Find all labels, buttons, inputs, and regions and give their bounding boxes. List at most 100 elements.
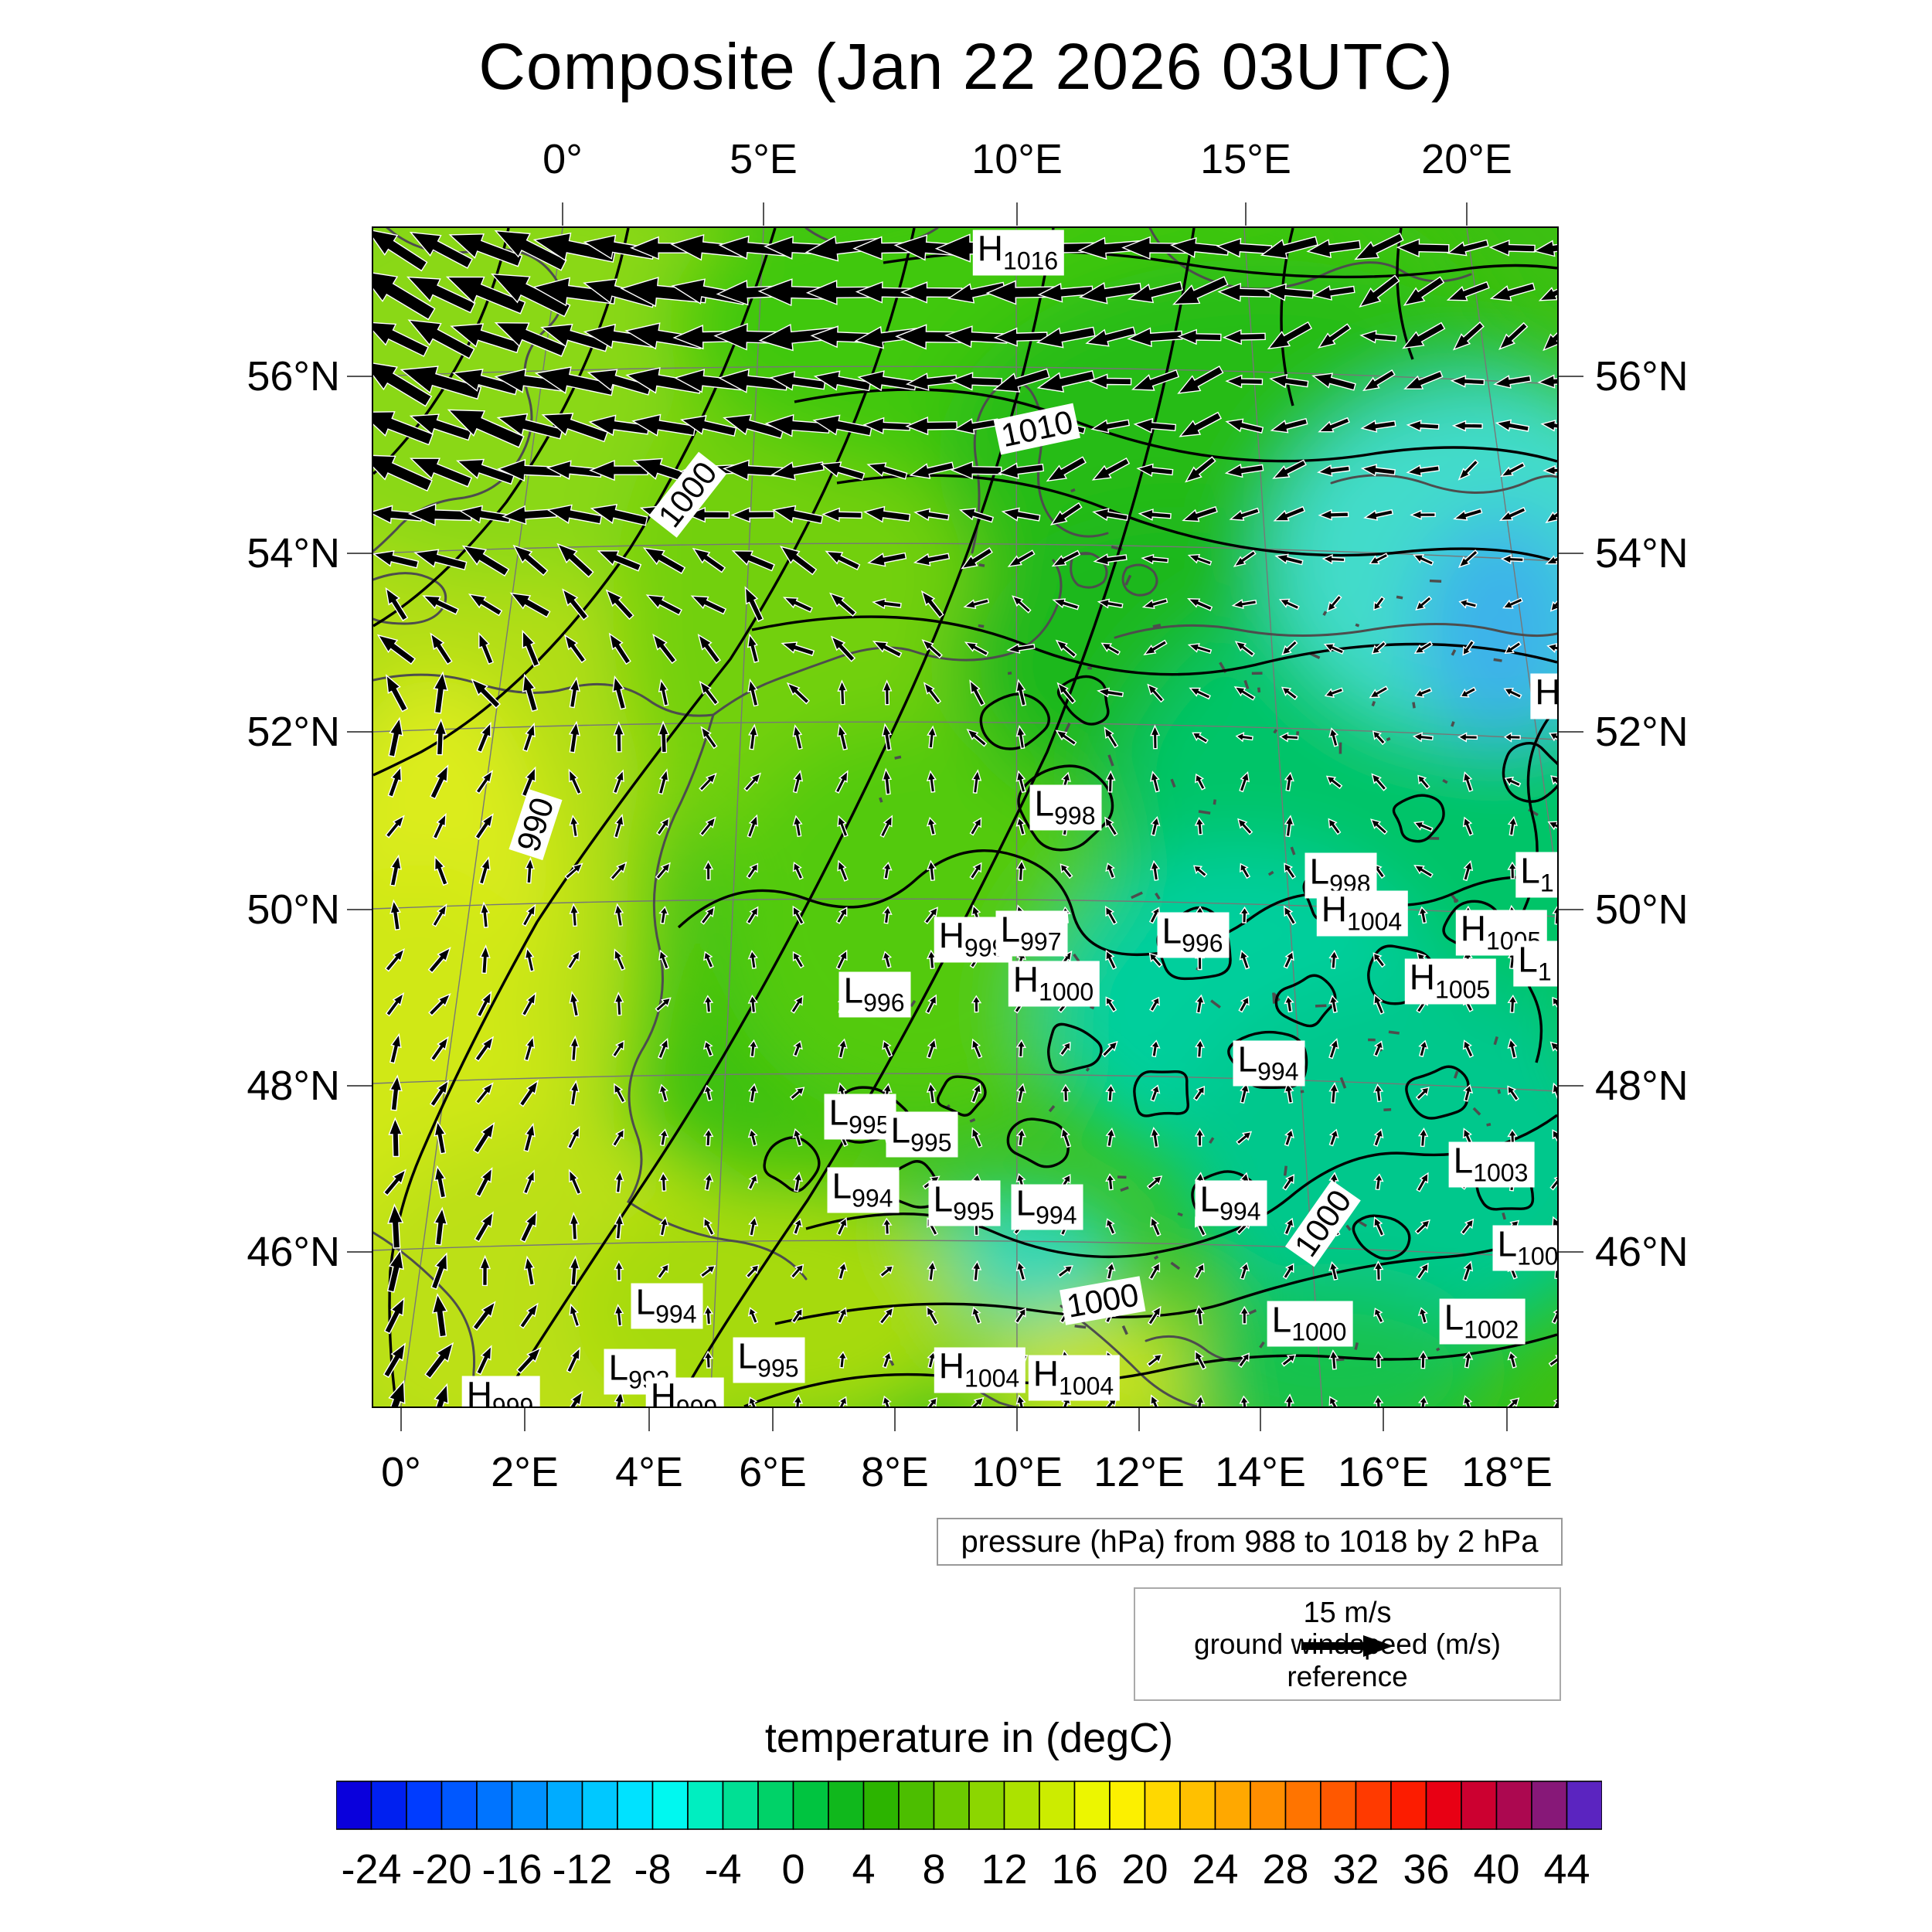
pressure-center-letter: H bbox=[1535, 672, 1557, 713]
pressure-center-letter: L bbox=[890, 1110, 911, 1151]
bottom-axis-tick bbox=[1138, 1408, 1140, 1431]
left-axis-tick bbox=[347, 1085, 372, 1087]
pressure-center-value: 995 bbox=[849, 1111, 890, 1139]
colorbar-cell bbox=[933, 1781, 970, 1830]
colorbar-tick-label: 20 bbox=[1121, 1846, 1168, 1893]
left-axis-tick bbox=[347, 909, 372, 910]
pressure-center-label-h1005: H1005 bbox=[1404, 957, 1497, 1005]
top-axis-tick bbox=[1016, 202, 1018, 226]
pressure-center-label-l1003: L1003 bbox=[1448, 1140, 1535, 1188]
pressure-center-letter: L bbox=[843, 970, 864, 1011]
pressure-center-value: 1005 bbox=[1435, 975, 1491, 1004]
pressure-center-value: 999 bbox=[492, 1393, 533, 1407]
pressure-center-value: 1004 bbox=[1347, 907, 1403, 936]
pressure-center-label-l100: L100 bbox=[1492, 1223, 1557, 1271]
bottom-axis-label: 14°E bbox=[1215, 1449, 1306, 1495]
right-axis-label: 52°N bbox=[1595, 709, 1689, 755]
right-axis-tick bbox=[1559, 909, 1583, 910]
colorbar-tick-label: -4 bbox=[704, 1846, 742, 1893]
wind-reference-caption: ground windspeed (m/s) reference bbox=[1194, 1628, 1501, 1692]
colorbar-cell bbox=[1461, 1781, 1498, 1830]
pressure-center-label-l996: L996 bbox=[838, 970, 911, 1018]
pressure-center-letter: L bbox=[1497, 1223, 1518, 1264]
colorbar-tick-label: 44 bbox=[1543, 1846, 1590, 1893]
pressure-center-label-l995: L995 bbox=[886, 1110, 958, 1158]
pressure-center-value: 994 bbox=[1036, 1201, 1077, 1230]
left-axis-label: 46°N bbox=[247, 1229, 340, 1275]
top-axis-tick bbox=[562, 202, 563, 226]
pressure-center-value: 994 bbox=[1219, 1197, 1261, 1226]
pressure-center-letter: H bbox=[1012, 959, 1039, 1000]
left-axis-tick bbox=[347, 731, 372, 733]
bottom-axis-tick bbox=[1016, 1408, 1018, 1431]
bottom-axis-tick bbox=[648, 1408, 650, 1431]
pressure-center-value: 1004 bbox=[964, 1364, 1020, 1393]
colorbar-cell bbox=[1425, 1781, 1462, 1830]
right-axis-label: 48°N bbox=[1595, 1063, 1689, 1109]
left-axis-label: 52°N bbox=[247, 709, 340, 755]
pressure-center-letter: L bbox=[1453, 1140, 1474, 1181]
pressure-center-label-l994: L994 bbox=[1011, 1184, 1083, 1230]
colorbar-tick-label: -8 bbox=[634, 1846, 672, 1893]
top-axis-label: 10°E bbox=[971, 136, 1063, 182]
pressure-center-label-h: H bbox=[1530, 672, 1557, 719]
pressure-center-letter: H bbox=[977, 228, 1004, 269]
pressure-center-label-l994: L994 bbox=[827, 1165, 900, 1213]
colorbar-cell bbox=[1566, 1781, 1602, 1830]
colorbar-tick-label: 12 bbox=[981, 1846, 1028, 1893]
pressure-center-letter: L bbox=[1000, 909, 1021, 950]
bottom-axis-label: 0° bbox=[381, 1449, 421, 1495]
pressure-center-letter: L bbox=[1518, 939, 1538, 980]
right-axis-tick bbox=[1559, 376, 1583, 377]
pressure-center-letter: L bbox=[832, 1165, 852, 1206]
pressure-center-label-l994: L994 bbox=[631, 1283, 703, 1329]
pressure-center-letter: L bbox=[1034, 783, 1055, 824]
colorbar-cell bbox=[968, 1781, 1005, 1830]
colorbar-cell bbox=[511, 1781, 548, 1830]
pressure-center-letter: L bbox=[828, 1092, 849, 1133]
colorbar-cell bbox=[617, 1781, 654, 1830]
colorbar-cell bbox=[1250, 1781, 1287, 1830]
pressure-center-label-l995: L995 bbox=[824, 1092, 896, 1140]
pressure-center-letter: H bbox=[650, 1376, 676, 1407]
colorbar-cell bbox=[1073, 1781, 1111, 1830]
colorbar-cell bbox=[546, 1781, 583, 1830]
bottom-axis-label: 6°E bbox=[739, 1449, 807, 1495]
pressure-center-value: 994 bbox=[655, 1300, 697, 1328]
top-axis-tick bbox=[1245, 202, 1247, 226]
pressure-center-value: 100 bbox=[1517, 1242, 1557, 1270]
pressure-center-letter: H bbox=[1460, 908, 1487, 949]
bottom-axis-label: 4°E bbox=[615, 1449, 683, 1495]
left-axis-label: 48°N bbox=[247, 1063, 340, 1109]
colorbar-cell bbox=[687, 1781, 724, 1830]
bottom-axis-tick bbox=[894, 1408, 896, 1431]
top-axis-label: 0° bbox=[543, 136, 583, 182]
bottom-axis-tick bbox=[1260, 1408, 1261, 1431]
left-axis-tick bbox=[347, 553, 372, 554]
pressure-center-letter: H bbox=[1409, 957, 1436, 998]
wind-reference-arrow-icon bbox=[1301, 1635, 1393, 1657]
pressure-center-label-l997: L997 bbox=[995, 909, 1068, 957]
colorbar-cell bbox=[1390, 1781, 1427, 1830]
wind-reference-box: 15 m/s ground windspeed (m/s) reference bbox=[1134, 1587, 1561, 1701]
coastlines bbox=[373, 228, 1557, 1406]
pressure-center-letter: L bbox=[1520, 850, 1540, 891]
colorbar-tick-label: 4 bbox=[852, 1846, 876, 1893]
right-axis-label: 54°N bbox=[1595, 530, 1689, 577]
left-axis-label: 56°N bbox=[247, 353, 340, 400]
pressure-center-label-l995: L995 bbox=[928, 1180, 1001, 1226]
colorbar-tick-label: -12 bbox=[552, 1846, 613, 1893]
colorbar-cell bbox=[440, 1781, 478, 1830]
pressure-center-label-h1004: H1004 bbox=[1316, 889, 1409, 937]
colorbar-cell bbox=[898, 1781, 935, 1830]
wind-reference-speed: 15 m/s bbox=[1303, 1597, 1392, 1629]
pressure-center-value: 994 bbox=[1257, 1057, 1299, 1086]
pressure-center-letter: H bbox=[1321, 889, 1348, 930]
pressure-center-label-h1004: H1004 bbox=[1028, 1355, 1121, 1401]
pressure-center-value: 1004 bbox=[1059, 1372, 1114, 1400]
top-axis-tick bbox=[763, 202, 764, 226]
top-axis-label: 15°E bbox=[1200, 136, 1291, 182]
colorbar-cell bbox=[370, 1781, 407, 1830]
right-axis-label: 56°N bbox=[1595, 353, 1689, 400]
colorbar-tick-label: -20 bbox=[411, 1846, 472, 1893]
